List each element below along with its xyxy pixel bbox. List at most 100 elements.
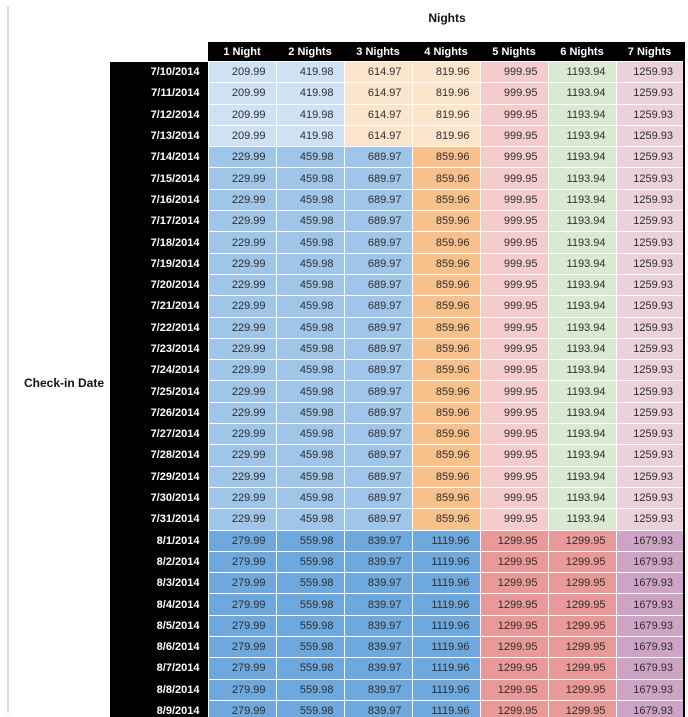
price-cell[interactable]: 689.97 xyxy=(343,359,413,382)
price-cell[interactable]: 229.99 xyxy=(207,210,277,233)
price-cell[interactable]: 559.98 xyxy=(275,572,345,595)
price-cell[interactable]: 1259.93 xyxy=(615,252,685,275)
price-cell[interactable]: 229.99 xyxy=(207,273,277,297)
row-date[interactable]: 7/26/2014 xyxy=(110,402,208,424)
price-cell[interactable]: 229.99 xyxy=(207,252,277,275)
price-cell[interactable]: 419.98 xyxy=(275,82,345,105)
price-cell[interactable]: 839.97 xyxy=(343,550,413,574)
price-cell[interactable]: 1193.94 xyxy=(547,273,617,297)
column-header-1-night[interactable]: 1 Night xyxy=(208,42,276,62)
price-cell[interactable]: 839.97 xyxy=(343,699,413,717)
price-cell[interactable]: 1119.96 xyxy=(411,614,481,638)
price-cell[interactable]: 839.97 xyxy=(343,614,413,638)
price-cell[interactable]: 459.98 xyxy=(275,359,345,382)
price-cell[interactable]: 859.96 xyxy=(411,188,481,212)
price-cell[interactable]: 859.96 xyxy=(411,465,481,488)
price-cell[interactable]: 689.97 xyxy=(343,231,413,254)
price-cell[interactable]: 229.99 xyxy=(207,359,277,382)
row-date[interactable]: 8/1/2014 xyxy=(110,530,208,552)
price-cell[interactable]: 1259.93 xyxy=(615,295,685,318)
price-cell[interactable]: 1119.96 xyxy=(411,572,481,595)
price-cell[interactable]: 459.98 xyxy=(275,273,345,297)
price-cell[interactable]: 614.97 xyxy=(343,60,413,84)
price-cell[interactable]: 819.96 xyxy=(411,103,481,126)
price-cell[interactable]: 229.99 xyxy=(207,444,277,467)
price-cell[interactable]: 419.98 xyxy=(275,103,345,126)
price-cell[interactable]: 1193.94 xyxy=(547,146,617,169)
price-cell[interactable]: 1299.95 xyxy=(547,699,617,717)
price-cell[interactable]: 1679.93 xyxy=(615,636,685,659)
price-cell[interactable]: 999.95 xyxy=(479,316,549,339)
price-cell[interactable]: 229.99 xyxy=(207,146,277,169)
price-cell[interactable]: 459.98 xyxy=(275,401,345,425)
price-cell[interactable]: 1299.95 xyxy=(547,657,617,680)
price-cell[interactable]: 1119.96 xyxy=(411,657,481,680)
price-cell[interactable]: 559.98 xyxy=(275,529,345,552)
column-header-3-nights[interactable]: 3 Nights xyxy=(344,42,412,62)
price-cell[interactable]: 459.98 xyxy=(275,167,345,190)
price-cell[interactable]: 559.98 xyxy=(275,614,345,638)
price-cell[interactable]: 459.98 xyxy=(275,295,345,318)
price-cell[interactable]: 839.97 xyxy=(343,572,413,595)
price-cell[interactable]: 1299.95 xyxy=(479,593,549,616)
price-cell[interactable]: 1299.95 xyxy=(547,678,617,701)
price-cell[interactable]: 999.95 xyxy=(479,337,549,361)
price-cell[interactable]: 1299.95 xyxy=(547,636,617,659)
column-header-6-nights[interactable]: 6 Nights xyxy=(548,42,616,62)
price-cell[interactable]: 1259.93 xyxy=(615,380,685,403)
price-cell[interactable]: 689.97 xyxy=(343,380,413,403)
price-cell[interactable]: 819.96 xyxy=(411,60,481,84)
price-cell[interactable]: 279.99 xyxy=(207,699,277,717)
price-cell[interactable]: 859.96 xyxy=(411,337,481,361)
price-cell[interactable]: 999.95 xyxy=(479,380,549,403)
row-date[interactable]: 7/12/2014 xyxy=(110,104,208,126)
price-cell[interactable]: 999.95 xyxy=(479,465,549,488)
price-cell[interactable]: 229.99 xyxy=(207,188,277,212)
price-cell[interactable]: 1193.94 xyxy=(547,231,617,254)
price-cell[interactable]: 689.97 xyxy=(343,316,413,339)
price-cell[interactable]: 999.95 xyxy=(479,359,549,382)
price-cell[interactable]: 614.97 xyxy=(343,82,413,105)
price-cell[interactable]: 859.96 xyxy=(411,423,481,446)
price-cell[interactable]: 689.97 xyxy=(343,486,413,510)
price-cell[interactable]: 1193.94 xyxy=(547,210,617,233)
row-date[interactable]: 7/19/2014 xyxy=(110,253,208,275)
price-cell[interactable]: 1119.96 xyxy=(411,593,481,616)
price-cell[interactable]: 229.99 xyxy=(207,295,277,318)
price-cell[interactable]: 209.99 xyxy=(207,60,277,84)
price-cell[interactable]: 1679.93 xyxy=(615,572,685,595)
row-date[interactable]: 7/30/2014 xyxy=(110,487,208,509)
price-cell[interactable]: 999.95 xyxy=(479,401,549,425)
price-cell[interactable]: 459.98 xyxy=(275,486,345,510)
row-date[interactable]: 8/9/2014 xyxy=(110,700,208,717)
price-cell[interactable]: 1119.96 xyxy=(411,529,481,552)
price-cell[interactable]: 279.99 xyxy=(207,593,277,616)
price-cell[interactable]: 689.97 xyxy=(343,337,413,361)
price-cell[interactable]: 1299.95 xyxy=(547,572,617,595)
price-cell[interactable]: 1299.95 xyxy=(479,572,549,595)
price-cell[interactable]: 689.97 xyxy=(343,188,413,212)
price-cell[interactable]: 1679.93 xyxy=(615,550,685,574)
price-cell[interactable]: 229.99 xyxy=(207,231,277,254)
price-cell[interactable]: 689.97 xyxy=(343,146,413,169)
price-cell[interactable]: 1193.94 xyxy=(547,82,617,105)
price-cell[interactable]: 1299.95 xyxy=(547,529,617,552)
price-cell[interactable]: 1299.95 xyxy=(479,678,549,701)
price-cell[interactable]: 1259.93 xyxy=(615,103,685,126)
price-cell[interactable]: 999.95 xyxy=(479,60,549,84)
price-cell[interactable]: 819.96 xyxy=(411,82,481,105)
price-cell[interactable]: 459.98 xyxy=(275,337,345,361)
row-date[interactable]: 8/4/2014 xyxy=(110,593,208,616)
row-date[interactable]: 7/22/2014 xyxy=(110,317,208,339)
price-cell[interactable]: 999.95 xyxy=(479,508,549,531)
row-date[interactable]: 7/17/2014 xyxy=(110,210,208,232)
price-cell[interactable]: 229.99 xyxy=(207,401,277,425)
price-cell[interactable]: 999.95 xyxy=(479,231,549,254)
price-cell[interactable]: 1299.95 xyxy=(547,614,617,638)
price-cell[interactable]: 1259.93 xyxy=(615,188,685,212)
price-cell[interactable]: 229.99 xyxy=(207,337,277,361)
price-cell[interactable]: 1193.94 xyxy=(547,465,617,488)
price-cell[interactable]: 559.98 xyxy=(275,550,345,574)
price-cell[interactable]: 279.99 xyxy=(207,678,277,701)
price-cell[interactable]: 1193.94 xyxy=(547,316,617,339)
